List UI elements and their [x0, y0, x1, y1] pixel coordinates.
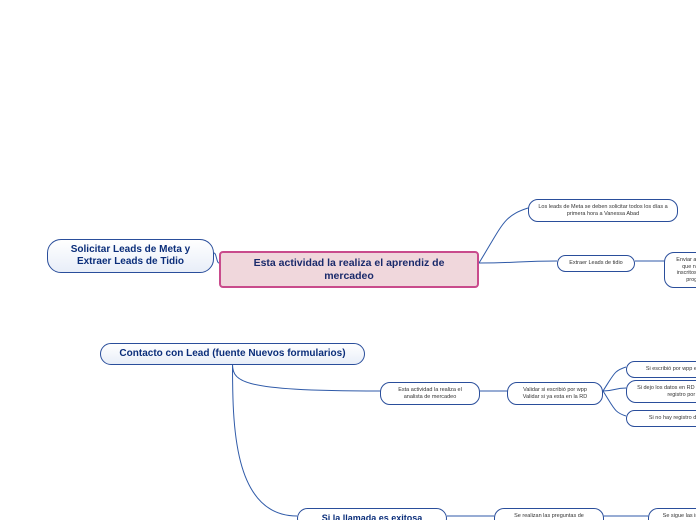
node-label: Extraer Leads de tidio [569, 260, 623, 267]
node-label: Esta actividad la realiza el aprendiz de… [229, 257, 469, 282]
node-sigue-indicaciones[interactable]: Se sigue las indicaciones del proceso [648, 508, 696, 520]
node-label: Esta actividad la realiza el analista de… [389, 387, 471, 400]
node-extraer-tidio[interactable]: Extraer Leads de tidio [557, 255, 635, 272]
node-si-escribio-wpp[interactable]: Si escribió por wpp entonces [626, 361, 696, 378]
node-label: Los leads de Meta se deben solicitar tod… [537, 204, 669, 217]
node-label: Si dejo los datos en RD continuar con el… [635, 385, 696, 398]
node-si-dejo-datos-rd[interactable]: Si dejo los datos en RD continuar con el… [626, 380, 696, 403]
node-label: Se realizan las preguntas de conocimient… [503, 513, 595, 520]
node-label: Si escribió por wpp entonces [646, 366, 696, 373]
mindmap-canvas: Solicitar Leads de Meta y Extraer Leads … [0, 0, 696, 520]
node-label: Validar si escribió por wpp Validar si y… [516, 387, 594, 400]
node-si-no-registro[interactable]: Si no hay registro de nada [626, 410, 696, 427]
node-enviar-leads[interactable]: Enviar a los leads que no están inscrito… [664, 252, 696, 288]
node-analista-mercadeo[interactable]: Esta actividad la realiza el analista de… [380, 382, 480, 405]
node-llamada-exitosa[interactable]: Si la llamada es exitosa [297, 508, 447, 520]
node-leads-meta-vanessa[interactable]: Los leads de Meta se deben solicitar tod… [528, 199, 678, 222]
node-label: Si la llamada es exitosa [322, 513, 423, 520]
node-validar-wpp-rd[interactable]: Validar si escribió por wpp Validar si y… [507, 382, 603, 405]
node-aprendiz-mercadeo[interactable]: Esta actividad la realiza el aprendiz de… [219, 251, 479, 288]
node-preguntas-prospecto[interactable]: Se realizan las preguntas de conocimient… [494, 508, 604, 520]
node-label: Solicitar Leads de Meta y Extraer Leads … [56, 244, 205, 268]
node-contacto-lead[interactable]: Contacto con Lead (fuente Nuevos formula… [100, 343, 365, 365]
node-solicitar-leads[interactable]: Solicitar Leads de Meta y Extraer Leads … [47, 239, 214, 273]
node-label: Se sigue las indicaciones del proceso [657, 513, 696, 520]
node-label: Contacto con Lead (fuente Nuevos formula… [119, 348, 345, 360]
node-label: Enviar a los leads que no están inscrito… [673, 257, 696, 283]
node-label: Si no hay registro de nada [649, 415, 696, 422]
